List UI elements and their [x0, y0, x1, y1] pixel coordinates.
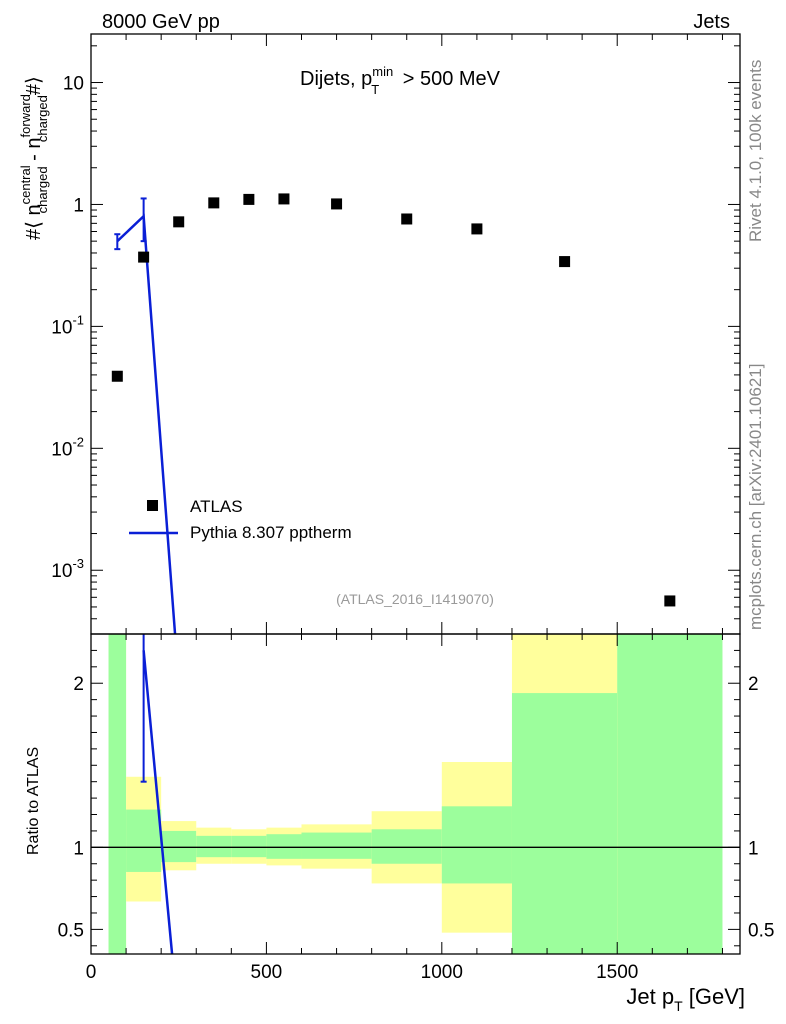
- ratio-bands: [108, 634, 723, 954]
- ratio-tick-label-1: 1: [73, 838, 84, 859]
- x-tick-label-3: 1500: [596, 962, 638, 983]
- stat-band-0: [108, 634, 127, 954]
- legend-pythia-label: Pythia 8.307 pptherm: [190, 523, 352, 542]
- stat-band-9: [511, 693, 618, 954]
- side-label-mcplots: mcplots.cern.ch [arXiv:2401.10621]: [746, 363, 765, 630]
- legend-atlas-label: ATLAS: [190, 497, 243, 516]
- pythia-line: [116, 213, 177, 634]
- x-tick-label-0: 0: [86, 962, 97, 983]
- top-panel-frame: [90, 33, 741, 635]
- analysis-watermark: (ATLAS_2016_I1419070): [336, 591, 494, 607]
- stat-band-4: [231, 835, 267, 858]
- ratio-tick-label-0: 0.5: [58, 920, 84, 941]
- legend-atlas-marker: [147, 500, 158, 511]
- ratio-tick-label-right-2: 2: [748, 674, 759, 695]
- stat-band-7: [371, 829, 442, 864]
- side-label-rivet: Rivet 4.1.0, 100k events: [746, 59, 765, 242]
- atlas-series: [111, 193, 676, 607]
- axis-ticks: [90, 34, 740, 954]
- x-tick-label-2: 1000: [421, 962, 463, 983]
- atlas-point-9: [559, 256, 571, 268]
- tick-labels: 0 500 1000 1500 10-3 10-2 10-1 1 10 0.5 0.5 1 1 2 2: [51, 74, 774, 983]
- atlas-point-0: [111, 370, 123, 382]
- header-right: Jets: [693, 11, 730, 33]
- ratio-tick-label-right-0: 0.5: [748, 920, 774, 941]
- pythia-ratio-series: [140, 634, 174, 954]
- y-tick-label-0: 10-3: [51, 556, 84, 582]
- atlas-point-2: [173, 216, 185, 228]
- y-tick-label-2: 10-1: [51, 312, 84, 338]
- y-tick-label-4: 10: [63, 74, 84, 95]
- ratio-tick-label-right-1: 1: [748, 838, 759, 859]
- stat-band-6: [301, 832, 372, 859]
- atlas-point-1: [138, 251, 150, 263]
- atlas-point-10: [664, 595, 676, 607]
- atlas-point-4: [243, 193, 255, 205]
- stat-band-3: [196, 835, 232, 858]
- ratio-y-axis-label: Ratio to ATLAS: [25, 747, 42, 855]
- pythia-series: [114, 197, 177, 634]
- y-axis-label: #⟨ ncentral charged - nforward charged#⟩: [18, 76, 50, 240]
- y-tick-label-3: 1: [73, 195, 84, 216]
- x-tick-label-1: 500: [251, 962, 283, 983]
- atlas-point-7: [401, 213, 413, 225]
- header-left: 8000 GeV pp: [102, 11, 220, 33]
- atlas-point-5: [278, 193, 290, 205]
- ratio-panel-frame: [90, 633, 741, 955]
- stat-band-5: [266, 834, 302, 859]
- stat-band-10: [617, 634, 723, 954]
- stat-band-2: [161, 830, 197, 863]
- ratio-tick-label-2: 2: [73, 674, 84, 695]
- plot-title: Dijets, pmin T > 500 MeV: [300, 64, 501, 97]
- stat-band-8: [441, 806, 512, 884]
- atlas-point-3: [208, 197, 220, 209]
- y-tick-label-1: 10-2: [51, 434, 84, 460]
- atlas-point-6: [331, 198, 343, 210]
- stat-band-1: [126, 809, 162, 872]
- x-axis-label: Jet pT [GeV]: [626, 984, 745, 1014]
- pythia-ratio-line: [142, 650, 174, 954]
- atlas-point-8: [471, 223, 483, 235]
